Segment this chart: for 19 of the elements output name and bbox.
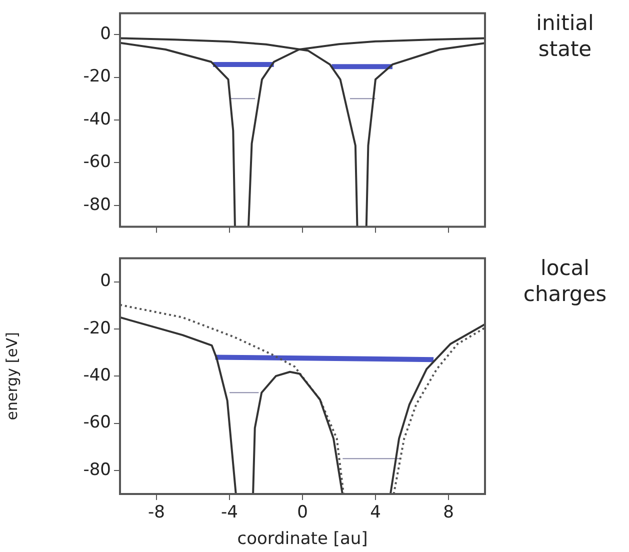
x-tick-label: -8 — [148, 502, 165, 523]
y-tick-label: -60 — [83, 412, 111, 433]
y-tick-label: -60 — [83, 152, 111, 172]
y-tick-label: 0 — [100, 271, 111, 292]
x-axis-title: coordinate [au] — [237, 529, 368, 550]
x-tick-label: 0 — [297, 502, 308, 523]
y-tick-label: 0 — [100, 24, 111, 44]
y-tick-label: -40 — [83, 109, 111, 130]
y-tick-label: -40 — [83, 366, 111, 386]
x-tick-label: -4 — [221, 502, 238, 523]
text: initial state — [536, 10, 594, 61]
x-tick-label: 4 — [370, 502, 381, 523]
y-axis-title: energy [eV] — [2, 332, 21, 420]
x-tick-label: 8 — [443, 502, 454, 523]
y-tick-label: -20 — [83, 66, 111, 87]
y-tick-label: -80 — [83, 194, 111, 215]
text: local charges — [523, 256, 607, 306]
y-tick-label: -20 — [83, 318, 111, 338]
y-tick-label: -80 — [83, 460, 111, 480]
